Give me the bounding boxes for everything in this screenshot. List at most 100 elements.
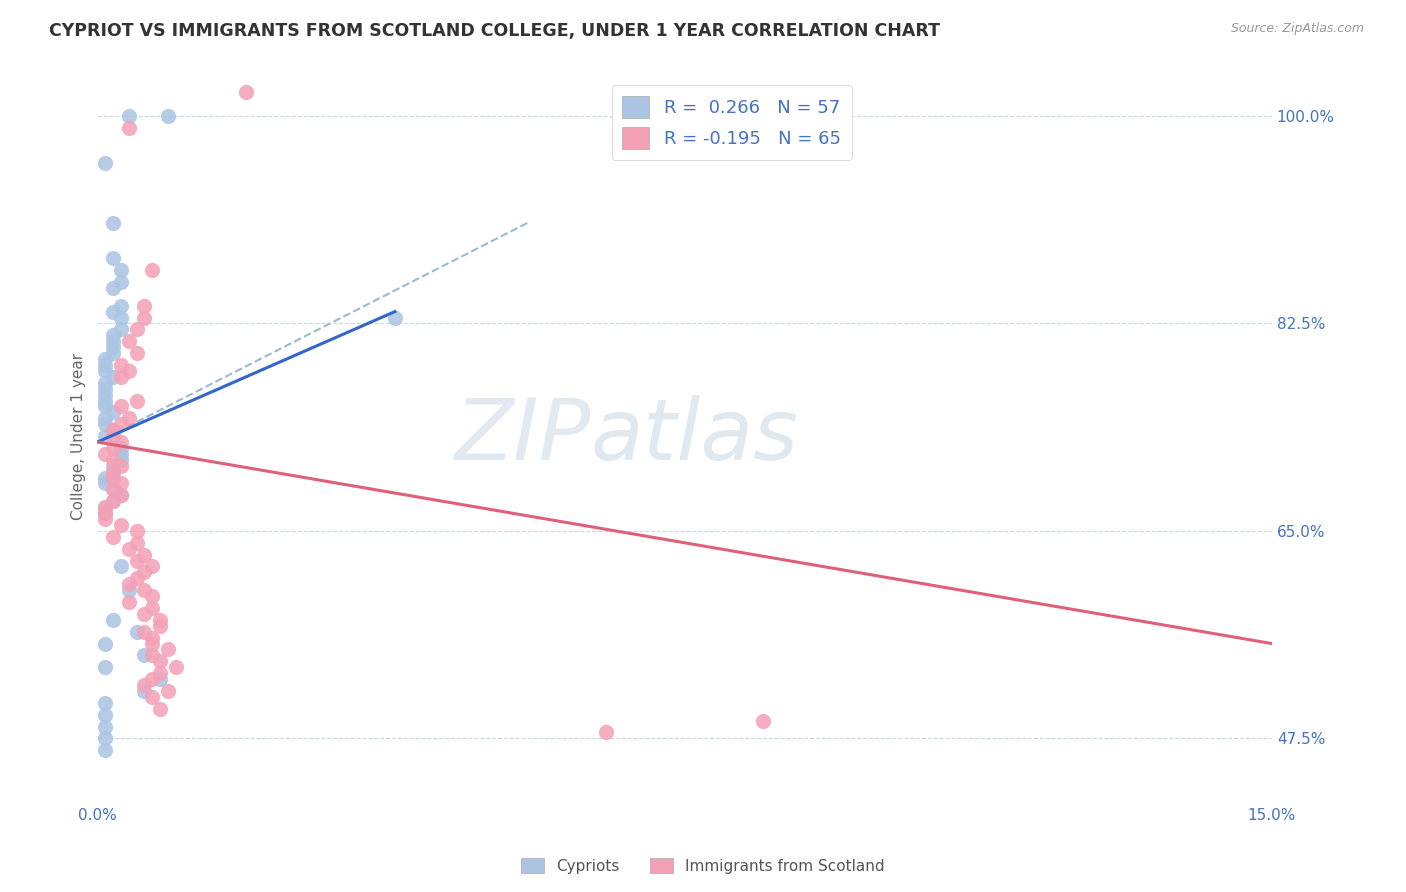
- Point: [101, 423, 124, 437]
- Point: [101, 613, 124, 627]
- Point: [101, 334, 124, 349]
- Point: [110, 447, 132, 461]
- Point: [101, 423, 124, 437]
- Point: [101, 369, 124, 384]
- Point: [141, 672, 163, 686]
- Point: [110, 441, 132, 455]
- Point: [134, 548, 156, 562]
- Point: [110, 476, 132, 491]
- Point: [101, 494, 124, 508]
- Point: [110, 435, 132, 450]
- Point: [134, 310, 156, 325]
- Point: [94, 660, 117, 674]
- Point: [94, 358, 117, 372]
- Point: [595, 725, 617, 739]
- Point: [94, 512, 117, 526]
- Point: [94, 411, 117, 425]
- Point: [101, 465, 124, 479]
- Point: [101, 530, 124, 544]
- Point: [134, 648, 156, 663]
- Point: [134, 566, 156, 580]
- Point: [110, 458, 132, 473]
- Point: [94, 351, 117, 366]
- Point: [101, 340, 124, 354]
- Legend: Cypriots, Immigrants from Scotland: Cypriots, Immigrants from Scotland: [515, 852, 891, 880]
- Point: [101, 281, 124, 295]
- Point: [118, 120, 141, 135]
- Point: [156, 642, 179, 657]
- Point: [165, 660, 187, 674]
- Point: [94, 720, 117, 734]
- Point: [101, 304, 124, 318]
- Point: [110, 322, 132, 336]
- Point: [94, 743, 117, 757]
- Point: [101, 465, 124, 479]
- Point: [125, 535, 148, 549]
- Point: [110, 518, 132, 533]
- Point: [118, 577, 141, 591]
- Point: [141, 559, 163, 574]
- Point: [118, 109, 141, 123]
- Point: [94, 447, 117, 461]
- Point: [752, 714, 775, 728]
- Point: [101, 346, 124, 360]
- Point: [125, 624, 148, 639]
- Point: [149, 672, 172, 686]
- Point: [101, 494, 124, 508]
- Point: [125, 346, 148, 360]
- Point: [94, 364, 117, 378]
- Point: [110, 275, 132, 289]
- Point: [101, 429, 124, 443]
- Text: atlas: atlas: [591, 394, 799, 477]
- Point: [149, 613, 172, 627]
- Point: [94, 156, 117, 170]
- Point: [101, 458, 124, 473]
- Point: [101, 328, 124, 343]
- Point: [110, 559, 132, 574]
- Point: [110, 417, 132, 432]
- Point: [101, 441, 124, 455]
- Point: [94, 376, 117, 390]
- Point: [118, 583, 141, 598]
- Point: [94, 429, 117, 443]
- Point: [384, 310, 406, 325]
- Legend: R =  0.266   N = 57, R = -0.195   N = 65: R = 0.266 N = 57, R = -0.195 N = 65: [612, 85, 852, 160]
- Point: [94, 500, 117, 515]
- Point: [94, 400, 117, 414]
- Point: [149, 666, 172, 681]
- Point: [141, 648, 163, 663]
- Point: [94, 636, 117, 650]
- Point: [101, 452, 124, 467]
- Point: [94, 731, 117, 746]
- Point: [118, 595, 141, 609]
- Point: [110, 488, 132, 502]
- Point: [94, 707, 117, 722]
- Point: [101, 483, 124, 497]
- Point: [149, 654, 172, 668]
- Point: [94, 382, 117, 396]
- Point: [110, 369, 132, 384]
- Point: [110, 400, 132, 414]
- Point: [149, 702, 172, 716]
- Point: [94, 696, 117, 710]
- Point: [110, 488, 132, 502]
- Point: [141, 690, 163, 704]
- Point: [125, 553, 148, 567]
- Point: [110, 310, 132, 325]
- Point: [134, 607, 156, 621]
- Point: [141, 636, 163, 650]
- Point: [141, 589, 163, 603]
- Point: [101, 470, 124, 484]
- Point: [94, 506, 117, 520]
- Point: [118, 334, 141, 349]
- Point: [156, 684, 179, 698]
- Point: [94, 393, 117, 408]
- Point: [110, 452, 132, 467]
- Point: [94, 506, 117, 520]
- Point: [94, 387, 117, 401]
- Point: [101, 405, 124, 419]
- Y-axis label: College, Under 1 year: College, Under 1 year: [72, 352, 86, 520]
- Point: [118, 364, 141, 378]
- Point: [110, 299, 132, 313]
- Point: [94, 470, 117, 484]
